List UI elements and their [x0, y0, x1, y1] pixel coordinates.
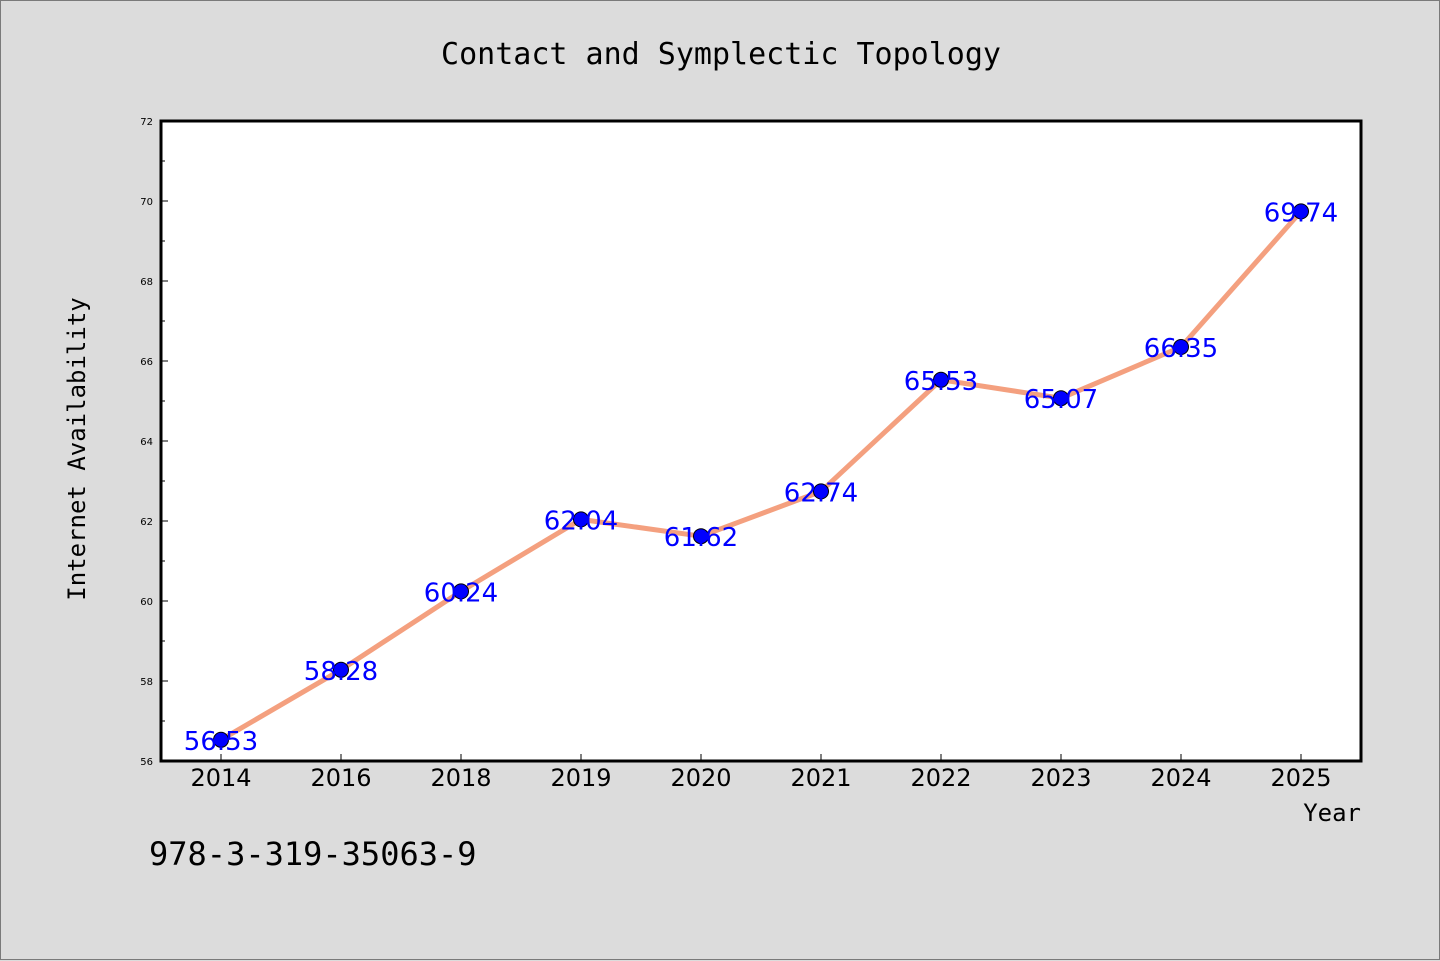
- data-points: [213, 203, 1309, 748]
- y-tick-label: 62: [140, 517, 153, 528]
- footnote-isbn: 978-3-319-35063-9: [149, 835, 477, 873]
- data-point: [693, 528, 709, 545]
- x-tick-label: 2022: [910, 764, 971, 792]
- data-label: 61.62: [664, 523, 738, 553]
- data-label: 62.74: [784, 478, 858, 508]
- data-point: [813, 483, 829, 500]
- x-tick-label: 2019: [550, 764, 611, 792]
- x-tick-label: 2023: [1030, 764, 1091, 792]
- y-axis-label: Internet Availability: [63, 297, 91, 600]
- y-tick-label: 56: [140, 757, 153, 768]
- data-point: [1173, 339, 1189, 355]
- data-point: [333, 661, 349, 678]
- data-label: 60.24: [424, 578, 498, 608]
- x-tick-label: 2025: [1270, 764, 1331, 792]
- data-label: 65.53: [904, 367, 978, 397]
- y-tick-label: 58: [140, 677, 153, 688]
- x-tick-label: 2014: [190, 764, 251, 792]
- plot-border: [159, 119, 1363, 763]
- data-label: 66.35: [1144, 334, 1218, 364]
- chart-title: Contact and Symplectic Topology: [441, 37, 1001, 72]
- data-point: [1053, 390, 1069, 407]
- y-tick-label: 72: [140, 117, 153, 128]
- data-label: 58.28: [304, 657, 378, 687]
- data-labels: 56.53 58.28 60.24 62.04 61.62 62.74 65.53 65.07…: [184, 198, 1338, 756]
- x-tick-label: 2018: [430, 764, 491, 792]
- y-tick-label: 64: [140, 437, 153, 448]
- x-tick-label: 2021: [790, 764, 851, 792]
- data-label: 62.04: [544, 506, 618, 536]
- data-point: [933, 371, 949, 388]
- data-label: 56.53: [184, 727, 258, 757]
- y-tick-label: 66: [140, 357, 153, 368]
- data-label: 69.74: [1264, 198, 1338, 228]
- data-label: 65.07: [1024, 385, 1098, 415]
- x-axis-label: Year: [1303, 799, 1361, 827]
- x-tick-label: 2024: [1150, 764, 1211, 792]
- series-line: [219, 209, 1303, 742]
- y-tick-label: 68: [140, 277, 153, 288]
- data-point: [573, 511, 589, 528]
- data-point: [453, 583, 469, 600]
- x-axis: 2014 2016 2018 2019 2020 2021 2022 2023 2024 2025: [190, 754, 1332, 792]
- x-tick-label: 2020: [670, 764, 731, 792]
- y-tick-label: 60: [140, 597, 153, 608]
- data-point: [213, 731, 229, 748]
- data-point: [1293, 203, 1309, 220]
- x-tick-label: 2016: [310, 764, 371, 792]
- y-tick-label: 70: [140, 197, 153, 208]
